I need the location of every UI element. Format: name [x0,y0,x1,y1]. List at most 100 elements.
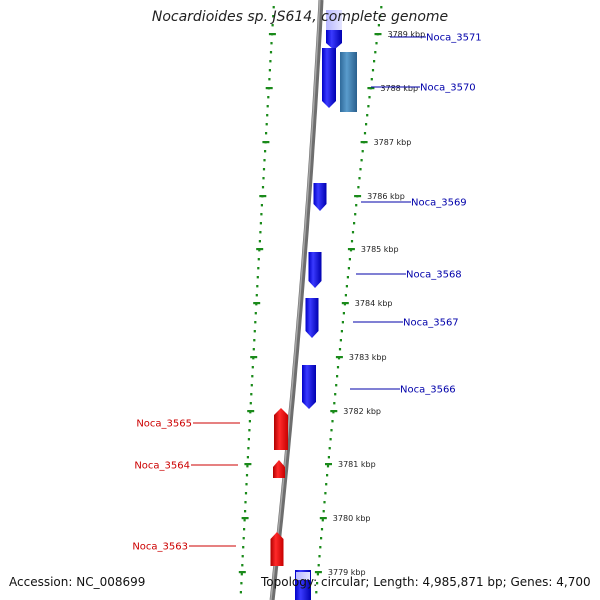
outer-tick-dot [247,447,250,450]
gene-label-noca_3571: Noca_3571 [426,33,482,44]
outer-tick-dot [253,330,256,333]
gene-label-noca_3568: Noca_3568 [406,270,462,281]
major-tick-inner [360,141,368,144]
tick-label: 3779 kbp [328,568,366,577]
major-tick-inner [347,248,355,251]
outer-tick-dot [260,204,263,207]
tick-label: 3786 kbp [367,192,405,201]
outer-tick-dot [265,132,268,135]
inner-tick-dot [322,510,325,513]
inner-tick-dot [316,582,319,585]
outer-tick-dot [269,60,272,63]
inner-tick-dot [331,420,334,423]
outer-tick-dot [241,555,244,558]
outer-tick-dot [251,366,254,369]
gene-partial-highlight [296,572,310,580]
outer-tick-dot [249,402,252,405]
outer-tick-dot [268,69,271,72]
inner-tick-dot [334,393,337,396]
outer-tick-dot [269,51,273,54]
tick-label: 3789 kbp [388,30,426,39]
outer-tick-dot [255,294,258,297]
inner-tick-dot [370,78,373,81]
tick-label: 3780 kbp [333,514,371,523]
major-tick-inner [314,571,322,574]
inner-tick-dot [320,528,324,531]
outer-tick-dot [258,240,261,243]
outer-tick-dot [243,528,246,531]
gene-arrow-noca_3568 [308,252,322,288]
outer-tick-dot [240,582,243,585]
major-tick-outer [238,571,246,574]
outer-tick-dot [256,285,259,288]
outer-tick-dot [259,222,262,225]
major-tick-outer [268,33,276,36]
outer-tick-dot [243,519,246,522]
backbone-highlight [270,0,321,600]
outer-tick-dot [253,339,256,342]
inner-tick-dot [347,267,350,270]
outer-tick-dot [265,123,268,126]
inner-tick-dot [339,339,342,342]
major-tick-inner [335,356,343,359]
outer-tick-dot [242,537,245,540]
outer-tick-dot [244,510,247,513]
outer-tick-dot [252,348,255,351]
gene-label-noca_3563: Noca_3563 [132,542,188,553]
inner-tick-dot [379,15,382,18]
inner-tick-dot [367,105,370,108]
gene-arrow-noca_3563 [270,532,284,566]
inner-tick-dot [355,204,358,207]
gene-label-noca_3566: Noca_3566 [400,385,456,396]
inner-tick-dot [317,564,320,567]
major-tick-inner [325,463,332,466]
outer-tick-dot [263,159,266,162]
inner-tick-dot [341,321,344,324]
inner-tick-dot [333,402,336,405]
inner-tick-dot [344,294,347,297]
outer-tick-dot [267,96,270,99]
inner-tick-dot [340,330,343,333]
outer-tick-dot [262,177,265,180]
outer-tick-dot [241,564,244,567]
outer-tick-dot [254,321,257,324]
tick-label: 3784 kbp [355,299,393,308]
outer-tick-dot [248,420,251,423]
major-tick-inner [354,195,362,198]
backbone-line [269,0,324,600]
outer-tick-dot [261,186,265,189]
gene-arrow-noca_3571 [326,30,342,50]
accession-text: Accession: NC_008699 [9,575,146,589]
inner-tick-dot [357,186,360,189]
major-tick-inner [330,410,338,413]
gene-label-noca_3565: Noca_3565 [136,419,192,430]
gene-label-noca_3564: Noca_3564 [134,461,190,472]
inner-tick-dot [335,384,338,387]
inner-tick-dot [351,231,355,234]
major-tick-outer [247,410,255,413]
outer-tick-dot [251,375,254,378]
inner-tick-dot [350,240,354,243]
gene-label-noca_3569: Noca_3569 [411,198,467,209]
outer-tick-dot [239,591,242,594]
outer-tick-dot [246,465,249,468]
inner-tick-dot [366,114,369,117]
inner-tick-dot [336,366,340,369]
outer-tick-dot [257,267,260,270]
inner-tick-dot [371,69,375,72]
tick-label: 3787 kbp [374,138,412,147]
outer-tick-dot [266,114,269,117]
gene-arrow-noca_3565 [274,408,288,450]
inner-tick-dot [336,375,339,378]
tick-label: 3781 kbp [338,460,376,469]
major-tick-inner [319,517,327,520]
outer-tick-dot [242,546,245,549]
inner-tick-dot [338,348,342,351]
inner-tick-dot [318,555,321,558]
inner-tick-dot [377,24,380,27]
inner-tick-dot [365,123,368,126]
gene-arrow-noca_3566 [302,365,316,409]
inner-tick-dot [360,159,363,162]
